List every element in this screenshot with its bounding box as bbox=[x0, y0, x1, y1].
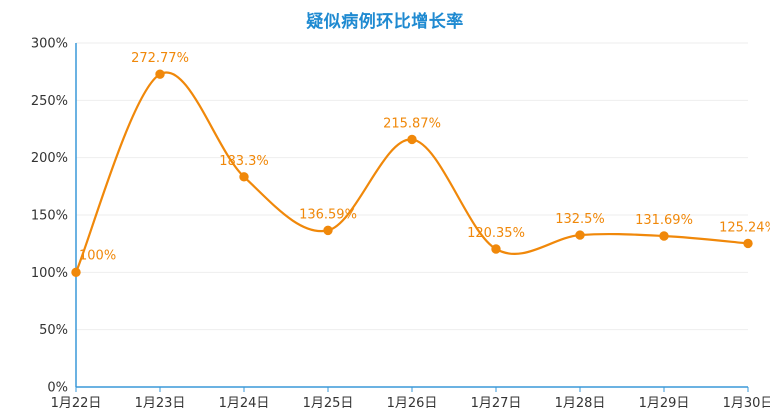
data-label: 120.35% bbox=[467, 226, 525, 241]
data-point[interactable] bbox=[575, 230, 585, 240]
chart-title: 疑似病例环比增长率 bbox=[306, 12, 464, 32]
y-tick-label: 100% bbox=[31, 266, 68, 281]
data-label: 125.24% bbox=[719, 220, 770, 235]
data-label: 183.3% bbox=[219, 154, 269, 169]
x-tick-label: 1月27日 bbox=[471, 396, 522, 411]
data-label: 131.69% bbox=[635, 213, 693, 228]
data-point[interactable] bbox=[155, 69, 165, 79]
data-label: 100% bbox=[79, 248, 116, 263]
x-tick-label: 1月23日 bbox=[135, 396, 186, 411]
y-tick-label: 150% bbox=[31, 209, 68, 224]
data-point[interactable] bbox=[407, 134, 417, 145]
x-tick-label: 1月25日 bbox=[303, 396, 354, 411]
y-tick-label: 200% bbox=[31, 151, 68, 166]
x-tick-label: 1月22日 bbox=[51, 396, 102, 411]
series-line bbox=[74, 71, 749, 273]
x-tick-label: 1月29日 bbox=[639, 396, 690, 411]
data-point[interactable] bbox=[491, 244, 501, 254]
x-tick-label: 1月30日 bbox=[723, 396, 770, 411]
x-tick-label: 1月26日 bbox=[387, 396, 438, 411]
data-label: 272.77% bbox=[131, 51, 189, 66]
x-tick-label: 1月28日 bbox=[555, 396, 606, 411]
data-point[interactable] bbox=[239, 172, 249, 182]
y-tick-label: 300% bbox=[31, 37, 68, 52]
x-tick-label: 1月24日 bbox=[219, 396, 270, 411]
data-point[interactable] bbox=[71, 267, 81, 278]
y-tick-label: 0% bbox=[47, 381, 68, 396]
data-label: 132.5% bbox=[555, 212, 605, 227]
y-tick-label: 250% bbox=[31, 94, 68, 109]
y-tick-label: 50% bbox=[39, 323, 68, 338]
data-label: 215.87% bbox=[383, 116, 441, 131]
data-point[interactable] bbox=[323, 225, 333, 236]
data-point[interactable] bbox=[743, 238, 753, 249]
data-point[interactable] bbox=[659, 231, 669, 241]
data-label: 136.59% bbox=[299, 207, 357, 222]
